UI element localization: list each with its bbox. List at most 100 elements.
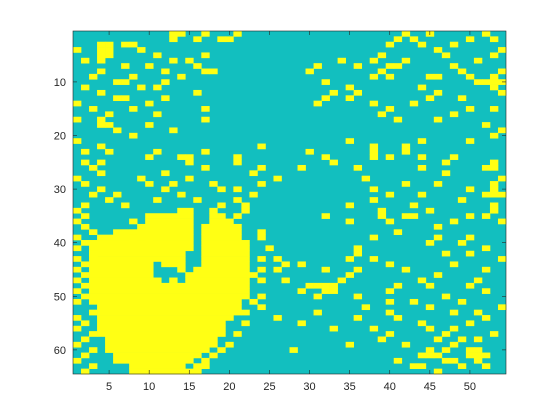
heatmap-cell <box>249 170 258 177</box>
heatmap-cell <box>177 31 186 37</box>
y-tick-label: 50 <box>54 291 66 303</box>
heatmap-cell <box>169 277 178 284</box>
heatmap-cell <box>73 234 82 241</box>
heatmap-cell-run <box>97 331 226 337</box>
heatmap-cell-run <box>201 250 250 257</box>
heatmap-cell <box>465 352 475 359</box>
heatmap-cell <box>425 304 435 311</box>
heatmap-cell <box>81 202 90 209</box>
heatmap-cell <box>209 68 218 75</box>
heatmap-cell <box>433 272 443 278</box>
heatmap-cell <box>73 218 82 225</box>
heatmap-cell <box>441 170 451 177</box>
heatmap-cell <box>241 207 250 214</box>
heatmap-cell <box>321 266 330 273</box>
heatmap-cell <box>129 218 138 225</box>
heatmap-cell <box>489 52 499 59</box>
heatmap-cell <box>377 213 387 219</box>
heatmap-cell-run <box>129 363 186 369</box>
heatmap-cell <box>441 357 451 364</box>
x-tick-label: 40 <box>384 381 396 393</box>
heatmap-cell <box>393 282 403 289</box>
heatmap-cell <box>169 57 178 64</box>
heatmap-cell <box>441 52 451 59</box>
heatmap-cell <box>193 197 202 203</box>
heatmap-cell <box>441 293 451 300</box>
heatmap-cell <box>305 148 314 155</box>
heatmap-cell <box>249 298 258 305</box>
heatmap-cell <box>201 164 210 171</box>
heatmap-cell <box>153 148 162 155</box>
heatmap-cell <box>329 288 338 294</box>
heatmap-cell <box>105 52 114 59</box>
heatmap-cell <box>409 363 419 369</box>
heatmap-cell <box>465 138 475 144</box>
heatmap-cell <box>345 138 354 144</box>
heatmap-cell <box>377 111 387 118</box>
heatmap-cell <box>81 336 90 343</box>
heatmap-cell <box>489 181 499 187</box>
heatmap-cell <box>73 116 82 123</box>
heatmap-cell <box>81 261 90 268</box>
heatmap-cell <box>249 191 258 198</box>
heatmap-cell <box>377 207 387 214</box>
heatmap-cell <box>89 331 98 337</box>
heatmap-cell <box>89 106 98 112</box>
heatmap-cell <box>129 132 138 139</box>
heatmap-cell <box>425 73 435 80</box>
heatmap-cell <box>193 36 202 43</box>
heatmap-cell-run <box>89 272 154 278</box>
heatmap-cell <box>489 331 499 337</box>
heatmap-cell <box>177 191 186 198</box>
heatmap-cell <box>385 298 395 305</box>
heatmap-cells <box>73 31 507 375</box>
heatmap-cell <box>433 352 443 359</box>
heatmap-cell <box>201 52 210 59</box>
heatmap-cell-run <box>201 240 250 246</box>
y-tick-label: 10 <box>54 77 66 89</box>
heatmap-cell <box>497 89 507 96</box>
heatmap-cell <box>73 325 82 332</box>
heatmap-cell <box>257 234 266 241</box>
heatmap-cell <box>369 154 379 160</box>
heatmap-cell-run <box>201 261 250 268</box>
heatmap-cell <box>273 266 282 273</box>
heatmap-cell <box>433 73 443 80</box>
heatmap-cell <box>449 325 459 332</box>
heatmap-cell <box>393 116 403 123</box>
y-tick-label: 20 <box>54 131 66 143</box>
heatmap-cell <box>257 181 266 187</box>
heatmap-cell <box>97 47 106 53</box>
heatmap-cell <box>337 277 346 284</box>
heatmap-cell <box>89 309 98 316</box>
heatmap-cell-run <box>89 250 186 257</box>
heatmap-cell <box>417 320 427 327</box>
heatmap-cell <box>233 197 242 203</box>
heatmap-cell <box>369 73 379 80</box>
heatmap-cell <box>345 202 354 209</box>
heatmap-cell <box>233 154 242 160</box>
heatmap-cell <box>121 41 130 48</box>
heatmap-cell <box>481 288 491 294</box>
heatmap-cell <box>89 164 98 171</box>
heatmap-cell <box>425 347 435 353</box>
x-tick-label: 30 <box>303 381 315 393</box>
heatmap-cell <box>217 36 226 43</box>
heatmap-cell-run <box>201 245 250 252</box>
heatmap-cell <box>73 207 82 214</box>
heatmap-cell <box>185 57 194 64</box>
heatmap-cell <box>409 202 419 209</box>
heatmap-cell <box>225 36 234 43</box>
heatmap-cell <box>273 256 282 262</box>
heatmap-cell <box>185 154 194 160</box>
heatmap-cell <box>233 213 242 219</box>
heatmap-cell <box>377 336 387 343</box>
heatmap-cell <box>433 181 443 187</box>
heatmap-cell <box>417 164 427 171</box>
heatmap-cell <box>209 352 218 359</box>
heatmap-cell <box>369 234 379 241</box>
heatmap-cell <box>401 181 411 187</box>
heatmap-cell <box>497 256 507 262</box>
heatmap-cell <box>449 154 459 160</box>
heatmap-cell <box>121 202 130 209</box>
